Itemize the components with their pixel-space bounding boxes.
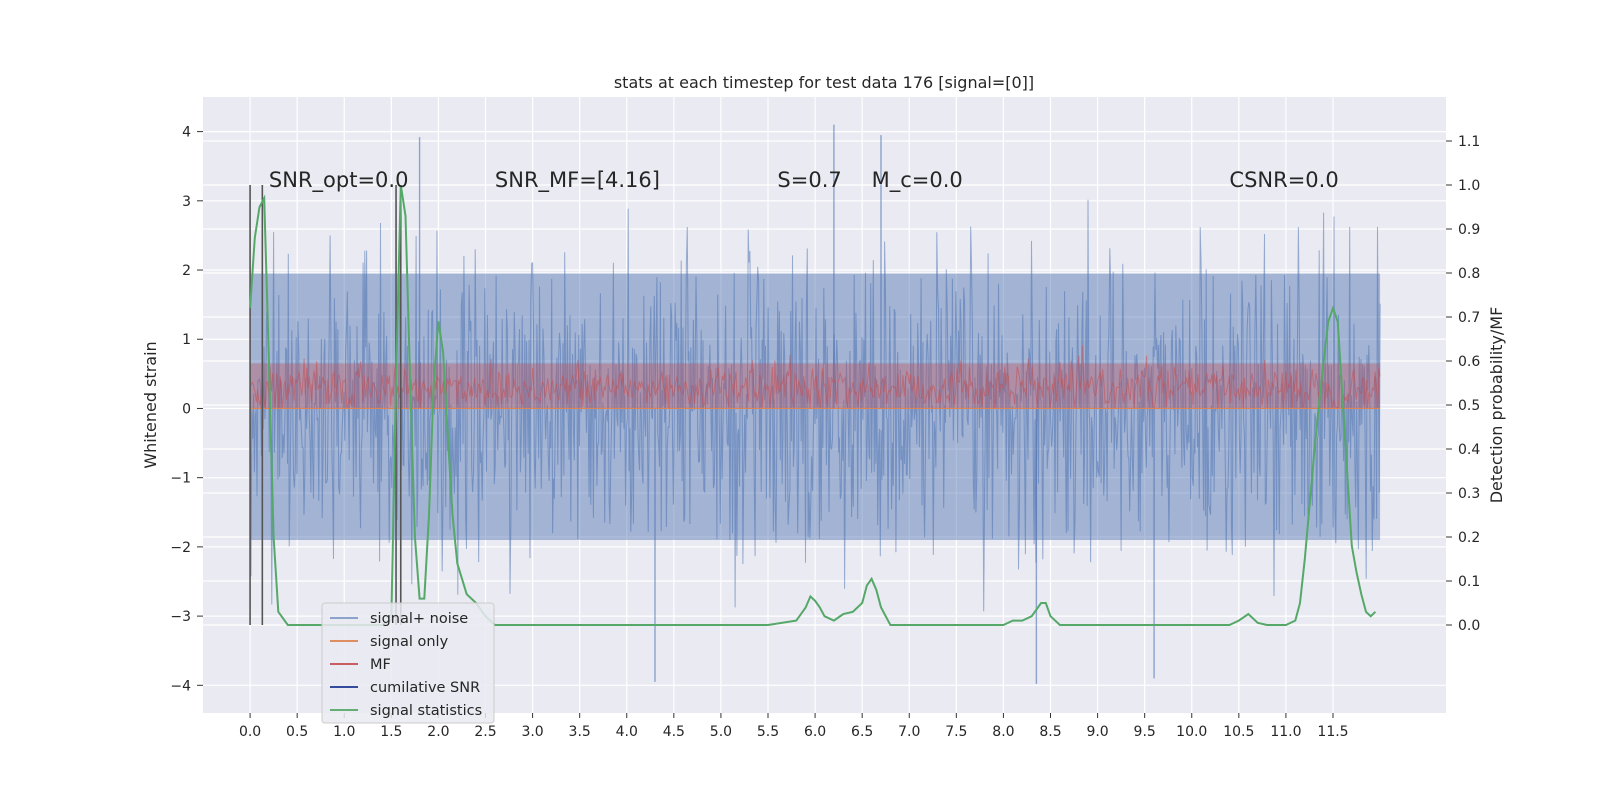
x-tick-label: 3.0 xyxy=(521,724,543,740)
y-tick-label: 2 xyxy=(182,263,191,279)
legend-label-4: signal statistics xyxy=(370,703,482,719)
x-tick-label: 1.5 xyxy=(380,724,402,740)
series-signal-noise xyxy=(249,124,1381,684)
x-tick-label: 9.5 xyxy=(1134,724,1156,740)
series-mf xyxy=(249,345,1381,411)
legend: signal+ noise signal only MF cumilative SNR… xyxy=(321,602,495,724)
x-tick-label: 10.5 xyxy=(1223,724,1254,740)
x-tick-label: 5.5 xyxy=(757,724,779,740)
y-right-tick-label: 0.6 xyxy=(1458,354,1480,370)
y-right-tick-label: 0.7 xyxy=(1458,310,1480,326)
signal-statistics-line xyxy=(249,184,1377,626)
y-right-tick-label: 0.3 xyxy=(1458,486,1480,502)
legend-label-0: signal+ noise xyxy=(370,611,468,627)
legend-box xyxy=(321,602,495,724)
mf-trace xyxy=(249,345,1381,411)
x-tick-label: 2.0 xyxy=(427,724,449,740)
x-tick-label: 3.5 xyxy=(569,724,591,740)
x-tick-label: 11.0 xyxy=(1270,724,1301,740)
y-tick-label: −4 xyxy=(170,678,191,694)
y-tick-label: 0 xyxy=(182,401,191,417)
y-right-tick-label: 0.1 xyxy=(1458,574,1480,590)
series-signal-statistics xyxy=(249,184,1377,626)
x-axis: 0.0 0.5 1.0 1.5 2.0 2.5 3.0 3.5 4.0 4.5 5.0 5.5 6.0 6… xyxy=(239,713,1349,740)
x-tick-label: 11.5 xyxy=(1317,724,1348,740)
x-tick-label: 6.5 xyxy=(851,724,873,740)
y-axis-right: 0.0 0.1 0.2 0.3 0.4 0.5 0.6 0.7 0.8 0.9 1.0 1.1 xyxy=(1446,134,1480,634)
y-tick-label: 1 xyxy=(182,332,191,348)
y-right-tick-label: 0.2 xyxy=(1458,530,1480,546)
x-tick-label: 8.5 xyxy=(1039,724,1061,740)
legend-label-2: MF xyxy=(370,657,391,673)
x-tick-label: 7.0 xyxy=(898,724,920,740)
x-tick-label: 7.5 xyxy=(945,724,967,740)
y-right-tick-label: 0.9 xyxy=(1458,222,1480,238)
y-right-tick-label: 0.4 xyxy=(1458,442,1480,458)
legend-label-1: signal only xyxy=(370,634,449,650)
x-tick-label: 0.5 xyxy=(286,724,308,740)
annotation-4: CSNR=0.0 xyxy=(1229,168,1338,192)
y-tick-label: −1 xyxy=(170,471,191,487)
y-right-tick-label: 0.0 xyxy=(1458,618,1480,634)
x-tick-label: 9.0 xyxy=(1086,724,1108,740)
y-tick-label: −2 xyxy=(170,540,191,556)
y-tick-label: 4 xyxy=(182,125,191,141)
annotation-2: S=0.7 xyxy=(777,168,841,192)
x-tick-label: 1.0 xyxy=(333,724,355,740)
noise-trace xyxy=(249,199,1381,612)
y-axis-right-title: Detection probability/MF xyxy=(1487,307,1506,504)
x-tick-label: 4.0 xyxy=(616,724,638,740)
y-axis-title: Whitened strain xyxy=(141,341,160,468)
chart-title: stats at each timestep for test data 176… xyxy=(614,73,1034,92)
y-right-tick-label: 1.1 xyxy=(1458,134,1480,150)
x-tick-label: 4.5 xyxy=(663,724,685,740)
x-tick-label: 5.0 xyxy=(710,724,732,740)
x-tick-label: 2.5 xyxy=(474,724,496,740)
x-tick-label: 8.0 xyxy=(992,724,1014,740)
legend-label-3: cumilative SNR xyxy=(370,680,480,696)
y-tick-label: −3 xyxy=(170,609,191,625)
annotation-0: SNR_opt=0.0 xyxy=(269,168,409,193)
y-right-tick-label: 1.0 xyxy=(1458,178,1480,194)
annotations: SNR_opt=0.0 SNR_MF=[4.16] S=0.7 M_c=0.0 CSNR… xyxy=(269,168,1339,193)
x-tick-label: 0.0 xyxy=(239,724,261,740)
y-right-tick-label: 0.5 xyxy=(1458,398,1480,414)
x-tick-label: 10.0 xyxy=(1176,724,1207,740)
annotation-1: SNR_MF=[4.16] xyxy=(495,168,660,193)
annotation-3: M_c=0.0 xyxy=(872,168,963,193)
y-axis-left: −4 −3 −2 −1 0 1 2 3 4 xyxy=(170,125,203,694)
x-tick-label: 6.0 xyxy=(804,724,826,740)
y-right-tick-label: 0.8 xyxy=(1458,266,1480,282)
y-tick-label: 3 xyxy=(182,194,191,210)
